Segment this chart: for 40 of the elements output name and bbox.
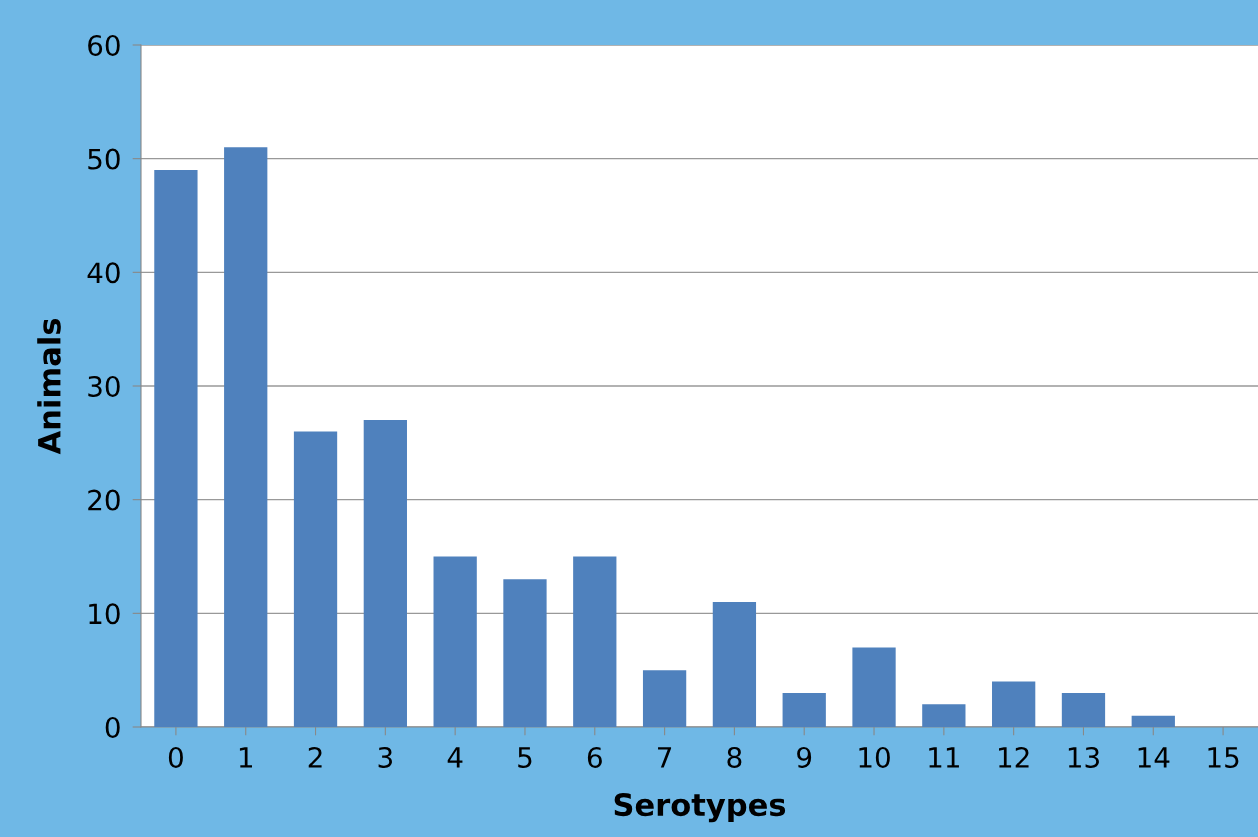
y-tick-label: 60 xyxy=(88,34,120,56)
x-tick-label: 14 xyxy=(1138,747,1170,768)
x-tick-label: 7 xyxy=(658,747,672,768)
bar xyxy=(922,704,966,727)
y-tick-label: 10 xyxy=(89,603,120,625)
x-tick-label: 6 xyxy=(587,746,602,768)
x-tick-label: 1 xyxy=(239,747,252,768)
x-tick-label: 10 xyxy=(859,746,890,768)
x-tick-label: 15 xyxy=(1208,747,1239,768)
x-tick-label: 5 xyxy=(518,747,532,768)
bar xyxy=(642,670,687,727)
bar xyxy=(363,420,407,727)
x-tick-label: 3 xyxy=(378,746,392,768)
y-tick-label: 50 xyxy=(88,148,120,170)
bar xyxy=(852,647,896,727)
x-tick-label: 12 xyxy=(999,746,1029,768)
bar xyxy=(1061,692,1106,727)
bar xyxy=(224,147,268,727)
x-axis-title: Serotypes xyxy=(614,793,786,823)
x-tick-label: 8 xyxy=(727,746,742,768)
bar xyxy=(503,579,547,727)
bar xyxy=(293,431,338,727)
y-tick-label: 20 xyxy=(88,489,120,511)
bar xyxy=(992,681,1036,727)
bar xyxy=(154,170,198,727)
bar xyxy=(573,556,617,727)
x-tick-label: 2 xyxy=(308,746,322,768)
y-tick-label: 0 xyxy=(105,716,120,738)
y-tick-label: 30 xyxy=(88,375,120,397)
bar xyxy=(1131,715,1175,727)
y-tick-label: 40 xyxy=(87,262,120,284)
x-tick-label: 4 xyxy=(447,747,463,768)
y-axis-title: Animals xyxy=(37,318,61,455)
x-tick-label: 11 xyxy=(929,747,959,768)
x-tick-label: 9 xyxy=(797,746,812,768)
x-tick-label: 0 xyxy=(168,746,183,768)
bar xyxy=(433,556,477,727)
bar xyxy=(782,692,826,727)
bar xyxy=(712,601,757,727)
x-tick-label: 13 xyxy=(1068,746,1099,768)
